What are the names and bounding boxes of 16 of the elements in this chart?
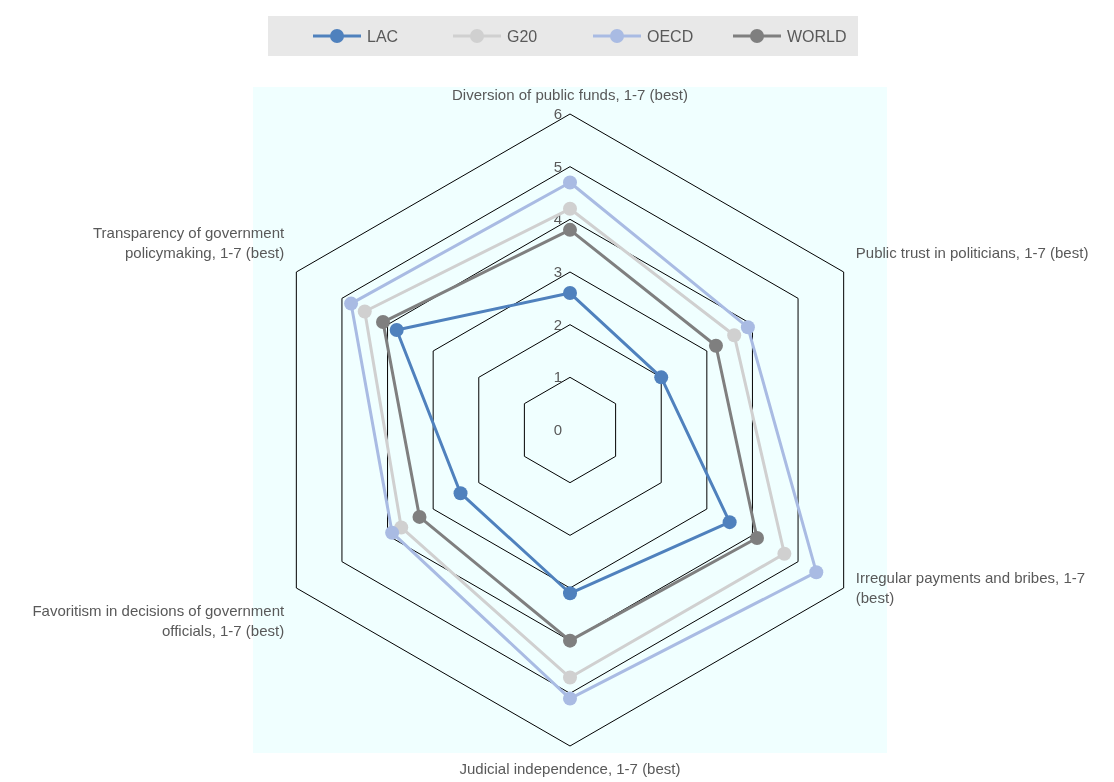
legend-label: LAC [367,28,399,45]
legend-label: OECD [647,28,694,45]
y-tick-label: 5 [553,157,562,175]
spoke-label: Transparency of government policymaking, 1-7 (best) [92,224,286,261]
y-tick-label: 1 [553,368,562,386]
spoke-label: Diversion of public funds, 1-7 (best) [452,86,688,103]
spoke-label: Judicial independence, 1-7 (best) [459,760,681,777]
y-tick-label: 3 [553,263,562,280]
y-tick-label: 2 [553,315,562,333]
spoke-label: Irregular payments and bribes, 1-7 (best) [855,569,1086,606]
legend-label: G20 [507,28,538,45]
spoke-label: Favoritism in decisions of government officials, 1-7 (best) [32,602,286,639]
spoke-label: Public trust in politicians, 1-7 (best) [855,244,1089,261]
y-tick-label: 6 [553,105,562,122]
y-tick-label: 0 [553,421,562,438]
legend-label: WORLD [787,28,847,45]
